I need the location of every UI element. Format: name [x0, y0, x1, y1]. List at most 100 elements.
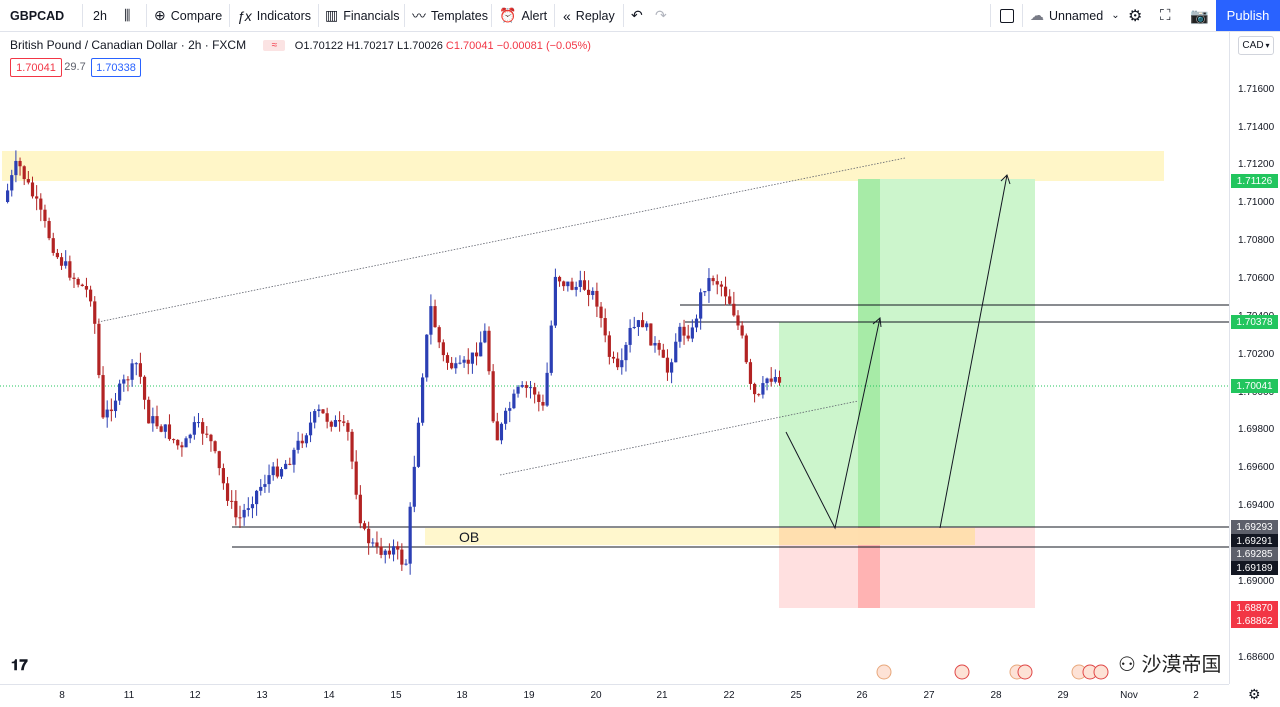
candle-body[interactable] — [757, 394, 761, 396]
candle-body[interactable] — [329, 421, 333, 427]
candle-body[interactable] — [653, 342, 657, 346]
candle-body[interactable] — [275, 466, 279, 477]
candle-body[interactable] — [437, 327, 441, 343]
candle-body[interactable] — [499, 423, 504, 441]
candle-body[interactable] — [574, 286, 578, 290]
candle-body[interactable] — [101, 375, 105, 418]
candle-body[interactable] — [358, 494, 362, 524]
currency-button[interactable]: CAD ▾ — [1238, 36, 1274, 55]
candle-body[interactable] — [134, 363, 138, 365]
candle-body[interactable] — [553, 276, 557, 326]
price-tag[interactable]: 1.68862 — [1231, 614, 1278, 628]
layout-name-button[interactable]: ☁ Unnamed ⌄ — [1030, 0, 1120, 31]
candle-body[interactable] — [483, 330, 487, 343]
candle-body[interactable] — [587, 289, 591, 296]
candle-body[interactable] — [230, 500, 234, 502]
candle-body[interactable] — [18, 160, 22, 167]
candle-body[interactable] — [304, 435, 308, 444]
candle-body[interactable] — [180, 445, 184, 448]
candle-body[interactable] — [591, 290, 595, 296]
candle-body[interactable] — [338, 420, 342, 422]
candle-body[interactable] — [255, 490, 259, 505]
candle-body[interactable] — [89, 289, 93, 302]
candle-body[interactable] — [267, 475, 271, 485]
candle-body[interactable] — [375, 542, 379, 547]
candle-body[interactable] — [620, 360, 624, 368]
candle-body[interactable] — [765, 378, 769, 384]
series-title[interactable]: British Pound / Canadian Dollar · 2h · F… — [10, 38, 247, 52]
candle-body[interactable] — [570, 281, 574, 290]
candle-body[interactable] — [259, 486, 263, 491]
candle-body[interactable] — [391, 546, 396, 555]
fullscreen-button[interactable]: ⛶ — [1160, 0, 1176, 31]
candle-body[interactable] — [773, 377, 777, 382]
candle-body[interactable] — [753, 383, 757, 395]
candle-body[interactable] — [14, 160, 18, 176]
candle-body[interactable] — [321, 409, 325, 414]
candle-body[interactable] — [84, 286, 89, 290]
candle-body[interactable] — [723, 286, 728, 297]
candle-body[interactable] — [595, 290, 599, 307]
candle-body[interactable] — [744, 335, 748, 363]
price-tag[interactable]: 1.71126 — [1231, 174, 1278, 188]
candle-body[interactable] — [562, 281, 566, 287]
candle-body[interactable] — [470, 352, 474, 364]
ca-flag-icon[interactable] — [1093, 664, 1109, 680]
templates-button[interactable]: 〰 Templates — [412, 0, 488, 31]
indicators-button[interactable]: ƒx Indicators — [237, 0, 311, 31]
candle-body[interactable] — [736, 315, 740, 326]
uk-flag-icon[interactable] — [876, 664, 892, 680]
candle-body[interactable] — [379, 546, 383, 555]
price-tag[interactable]: 1.70041 — [1231, 379, 1278, 393]
candle-body[interactable] — [367, 528, 371, 544]
candle-body[interactable] — [234, 500, 238, 518]
price-tag[interactable]: 1.68870 — [1231, 601, 1278, 615]
candle-body[interactable] — [209, 434, 213, 442]
candle-body[interactable] — [155, 416, 159, 427]
candle-body[interactable] — [703, 291, 707, 293]
candle-body[interactable] — [582, 280, 587, 290]
interval-button[interactable]: 2h — [93, 0, 107, 31]
candle-body[interactable] — [242, 509, 246, 518]
candle-body[interactable] — [47, 221, 51, 239]
candle-body[interactable] — [292, 449, 296, 465]
candle-body[interactable] — [105, 409, 109, 418]
candle-body[interactable] — [271, 466, 275, 476]
candle-body[interactable] — [462, 359, 466, 363]
candle-body[interactable] — [10, 175, 14, 191]
candle-body[interactable] — [528, 387, 533, 389]
candle-body[interactable] — [624, 344, 628, 361]
candle-body[interactable] — [732, 303, 736, 316]
candle-body[interactable] — [686, 335, 690, 339]
settings-button[interactable]: ⚙ — [1128, 0, 1147, 31]
candle-body[interactable] — [421, 377, 425, 423]
candle-body[interactable] — [296, 440, 300, 450]
candle-body[interactable] — [557, 276, 562, 282]
candle-body[interactable] — [748, 362, 753, 384]
market-status-icon[interactable]: ≈ — [263, 40, 286, 52]
candle-body[interactable] — [545, 372, 549, 406]
candle-body[interactable] — [313, 411, 317, 423]
projection-path-1[interactable] — [785, 317, 881, 530]
candle-body[interactable] — [632, 326, 636, 328]
candle-body[interactable] — [93, 301, 97, 324]
candle-body[interactable] — [740, 325, 744, 336]
candle-body[interactable] — [213, 441, 217, 452]
candle-body[interactable] — [450, 362, 454, 369]
candle-body[interactable] — [288, 463, 292, 465]
candle-body[interactable] — [491, 371, 495, 422]
candle-body[interactable] — [225, 483, 230, 501]
channel-lower-line[interactable] — [499, 400, 859, 476]
sell-price-button[interactable]: 1.70041 — [10, 58, 62, 77]
candle-body[interactable] — [599, 306, 603, 319]
candle-body[interactable] — [333, 420, 338, 427]
candle-body[interactable] — [520, 385, 524, 387]
redo-button[interactable]: ↷ — [655, 0, 672, 31]
axis-settings-button[interactable]: ⚙ — [1248, 686, 1261, 703]
candle-body[interactable] — [188, 434, 192, 439]
candle-body[interactable] — [30, 182, 35, 197]
candle-body[interactable] — [354, 461, 358, 495]
price-tag[interactable]: 1.69285 — [1231, 547, 1278, 561]
candle-body[interactable] — [719, 284, 723, 287]
candle-body[interactable] — [433, 306, 437, 328]
